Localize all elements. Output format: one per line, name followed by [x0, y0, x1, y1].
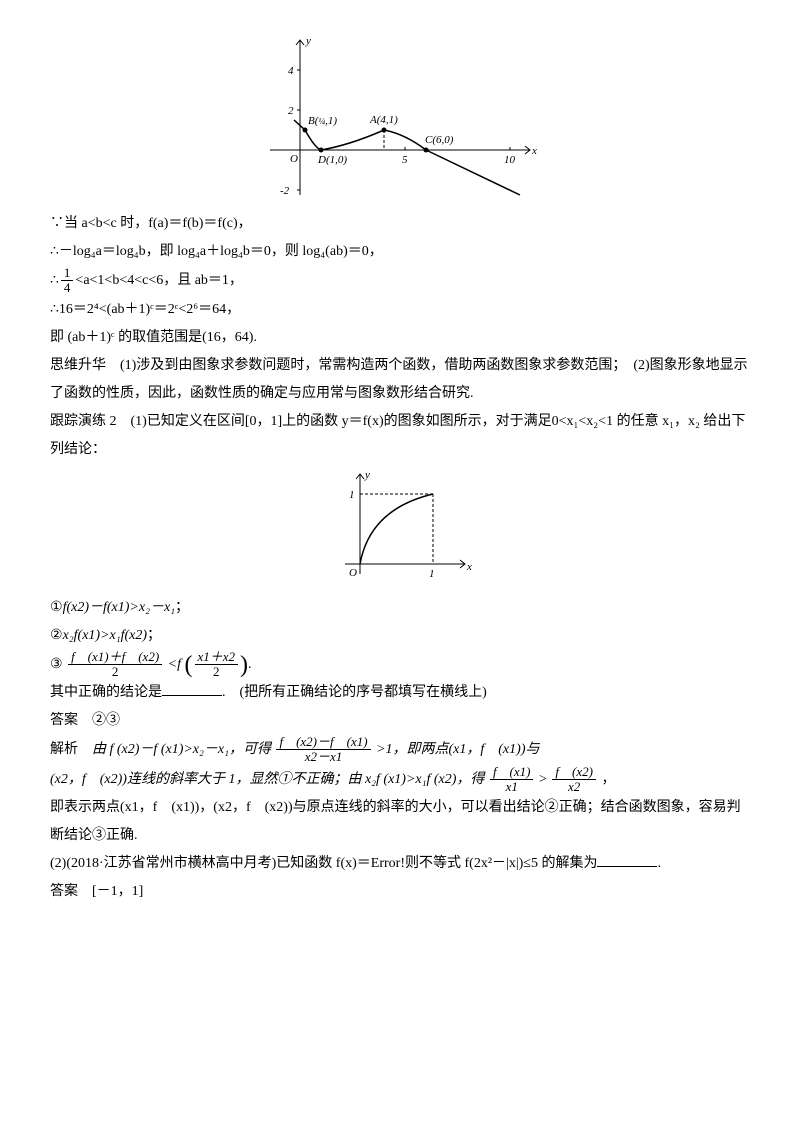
list-item: ②x₂f(x1)>x₁f(x2)；	[50, 622, 750, 650]
list-item: ③ f (x1)＋f (x2)2 <f (x1＋x22).	[50, 650, 750, 680]
svg-text:10: 10	[504, 154, 516, 166]
list-item: ①f(x2)－f(x1)>x₂－x₁；	[50, 594, 750, 622]
paragraph: ∵当 a<b<c 时，f(a)＝f(b)＝f(c)，	[50, 210, 750, 238]
paragraph: ∴14<a<1<b<4<c<6，且 ab＝1，	[50, 266, 750, 296]
svg-text:-2: -2	[280, 185, 290, 197]
paragraph: ∴16＝2⁴<(ab＋1)ᶜ＝2ᶜ<2⁶＝64，	[50, 296, 750, 324]
graph-concave-function: x y O 1 1	[325, 464, 475, 584]
text: ∴	[50, 273, 59, 288]
text: >1，即两点(x1，f (x1))与	[376, 742, 539, 757]
paragraph: ∴－log₄a＝log₄b，即 log₄a＋log₄b＝0，则 log₄(ab)…	[50, 238, 750, 266]
fill-blank[interactable]	[597, 852, 657, 867]
answer-value: [－1，1]	[92, 884, 143, 899]
svg-text:O: O	[349, 567, 357, 579]
svg-text:A(4,1): A(4,1)	[369, 114, 398, 126]
text: ；	[147, 628, 161, 643]
svg-text:y: y	[364, 469, 370, 481]
paragraph: 跟踪演练 2 (1)已知定义在区间[0，1]上的函数 y＝f(x)的图象如图所示…	[50, 408, 750, 464]
fraction: f (x2)x2	[552, 765, 596, 795]
formula: x₂f(x1)>x₁f(x2)	[63, 628, 147, 643]
answer-value: ②③	[92, 713, 120, 728]
svg-text:1: 1	[349, 489, 355, 501]
paragraph: 其中正确的结论是 . (把所有正确结论的序号都填写在横线上)	[50, 679, 750, 707]
answer-label: 答案	[50, 884, 78, 899]
graph-function-piecewise: x y O 5 10 2 4 -2 B(¼,1) A(4,1) C(6,0) D…	[260, 30, 540, 200]
text: .	[657, 856, 661, 871]
text: >	[539, 772, 547, 787]
fraction: x1＋x22	[195, 650, 239, 680]
text: <a<1<b<4<c<6，且 ab＝1，	[75, 273, 243, 288]
answer: 答案 ②③	[50, 707, 750, 735]
svg-text:O: O	[290, 153, 298, 165]
text: (2)(2018·江苏省常州市横林高中月考)已知函数 f(x)＝Error!则不…	[50, 856, 597, 871]
fraction: f (x1)x1	[490, 765, 534, 795]
text: ，	[601, 772, 615, 787]
subproblem: (2)(2018·江苏省常州市横林高中月考)已知函数 f(x)＝Error!则不…	[50, 850, 750, 878]
paragraph: 即 (ab＋1)ᶜ 的取值范围是(16，64).	[50, 324, 750, 352]
fraction: f (x2)－f (x1)x2－x1	[276, 735, 370, 765]
svg-text:2: 2	[288, 105, 294, 117]
text: <f	[168, 657, 181, 672]
paragraph: 思维升华 (1)涉及到由图象求参数问题时，常需构造两个函数，借助两函数图象求参数…	[50, 352, 750, 408]
svg-text:D(1,0): D(1,0)	[317, 154, 347, 166]
text: . (把所有正确结论的序号都填写在横线上)	[222, 685, 487, 700]
fill-blank[interactable]	[162, 681, 222, 696]
fraction: 14	[61, 266, 74, 296]
text: (x2，f (x2))连线的斜率大于 1，显然①不正确；由 x₂f (x1)>x…	[50, 772, 484, 787]
svg-text:1: 1	[429, 568, 435, 580]
text: ；	[175, 600, 189, 615]
explanation: (x2，f (x2))连线的斜率大于 1，显然①不正确；由 x₂f (x1)>x…	[50, 765, 750, 795]
answer-label: 答案	[50, 713, 78, 728]
explanation: 解析 由 f (x2)－f (x1)>x₂－x₁，可得 f (x2)－f (x1…	[50, 735, 750, 765]
svg-text:x: x	[531, 145, 537, 157]
formula: f(x2)－f(x1)>x₂－x₁	[63, 600, 175, 615]
text: 由 f (x2)－f (x1)>x₂－x₁，可得	[92, 742, 271, 757]
explanation-label: 解析	[50, 742, 78, 757]
explanation: 即表示两点(x1，f (x1))，(x2，f (x2))与原点连线的斜率的大小，…	[50, 794, 750, 850]
svg-text:C(6,0): C(6,0)	[425, 134, 454, 146]
marker: ①	[50, 600, 63, 615]
svg-text:5: 5	[402, 154, 408, 166]
text: 其中正确的结论是	[50, 685, 162, 700]
answer: 答案 [－1，1]	[50, 878, 750, 906]
text: .	[248, 657, 252, 672]
marker: ②	[50, 628, 63, 643]
svg-text:x: x	[466, 561, 472, 573]
svg-text:B(¼,1): B(¼,1)	[308, 115, 337, 127]
paren: (	[185, 651, 193, 677]
svg-text:y: y	[305, 35, 311, 47]
marker: ③	[50, 657, 63, 672]
svg-text:4: 4	[288, 65, 294, 77]
paren: )	[240, 651, 248, 677]
fraction: f (x1)＋f (x2)2	[68, 650, 162, 680]
